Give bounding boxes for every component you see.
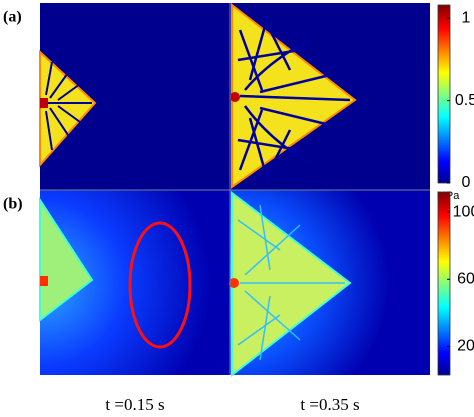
highlight-ellipse [128,221,192,349]
colorbar [437,191,451,376]
colorbar-tick-label: 20 [457,338,474,355]
dendrite-texture [44,61,92,151]
colorbar-tick-label: 1 [462,9,471,26]
nucleus [230,92,240,102]
colorbar [437,4,451,184]
panel-label: (b) [3,196,23,213]
nucleus [40,276,48,286]
colorbar-tick-label: 0 [462,174,471,191]
stress-texture [237,204,345,361]
dendrite-texture [237,14,351,183]
nucleus [229,278,239,288]
time-label: t =0.15 s [105,395,164,414]
time-label: t =0.35 s [300,395,359,414]
colorbar-tick-label: 0.5 [455,92,474,109]
stress-field [39,196,94,323]
nucleus [40,98,48,108]
panel-label: (a) [3,9,22,26]
colorbar-tick-label: 100 [453,203,474,220]
colorbar-tick-label: 60 [457,271,474,288]
